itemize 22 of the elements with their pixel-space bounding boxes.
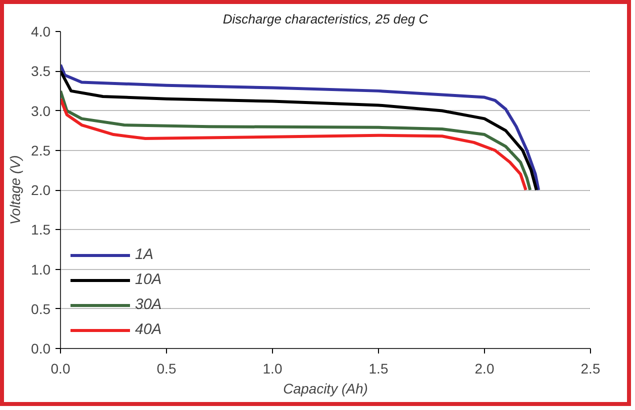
- x-tick-label: 2.5: [580, 360, 600, 376]
- y-tick-label: 3.5: [31, 63, 51, 80]
- y-tick-label: 0.0: [31, 340, 51, 356]
- legend-label: 1A: [135, 246, 154, 263]
- legend-label: 30A: [135, 296, 162, 313]
- y-tick-label: 2.5: [31, 142, 51, 158]
- x-axis-title: Capacity (Ah): [283, 380, 368, 396]
- chart-title: Discharge characteristics, 25 deg C: [222, 12, 429, 26]
- y-tick-label: 2.0: [31, 182, 51, 198]
- x-tick-label: 0.5: [156, 360, 176, 376]
- y-axis-title: Voltage (V): [7, 155, 24, 225]
- x-tick-label: 1.5: [368, 360, 388, 376]
- y-tick-label: 1.5: [31, 222, 51, 238]
- y-tick-label: 4.0: [31, 24, 51, 40]
- legend-label: 40A: [135, 321, 162, 338]
- x-tick-label: 1.0: [262, 360, 282, 376]
- y-tick-label: 0.5: [31, 300, 51, 317]
- x-tick-label: 2.0: [474, 360, 494, 376]
- y-tick-label: 3.0: [31, 102, 51, 119]
- y-tick-label: 1.0: [31, 261, 51, 278]
- x-tick-label: 0.0: [50, 360, 70, 376]
- legend-label: 10A: [135, 271, 162, 288]
